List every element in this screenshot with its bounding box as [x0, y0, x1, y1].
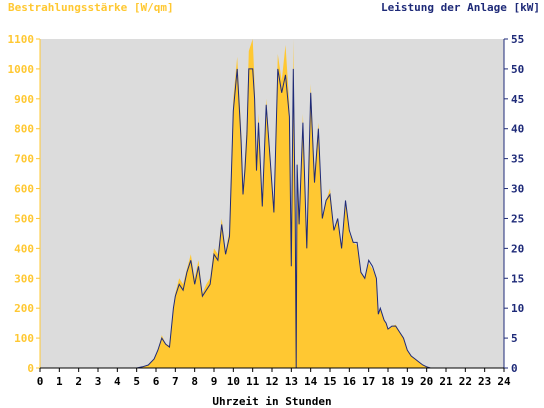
x-tick-label: 16: [343, 375, 357, 388]
x-tick-label: 11: [246, 375, 260, 388]
right-tick-label: 15: [511, 272, 524, 285]
right-axis-title: Leistung der Anlage [kW]: [381, 1, 540, 14]
x-tick-label: 3: [95, 375, 102, 388]
x-tick-label: 23: [478, 375, 491, 388]
left-tick-label: 700: [14, 153, 34, 166]
x-tick-label: 2: [75, 375, 82, 388]
right-tick-label: 45: [511, 93, 524, 106]
left-tick-label: 600: [14, 183, 34, 196]
x-tick-label: 21: [439, 375, 453, 388]
left-tick-label: 1100: [8, 33, 35, 46]
x-tick-label: 8: [191, 375, 198, 388]
left-tick-label: 900: [14, 93, 34, 106]
right-tick-label: 35: [511, 153, 524, 166]
x-tick-label: 9: [211, 375, 218, 388]
left-tick-label: 300: [14, 272, 34, 285]
x-tick-label: 19: [401, 375, 414, 388]
x-tick-label: 18: [381, 375, 394, 388]
right-tick-label: 20: [511, 242, 524, 255]
x-tick-label: 22: [459, 375, 472, 388]
x-tick-label: 20: [420, 375, 433, 388]
x-tick-label: 1: [56, 375, 63, 388]
x-tick-label: 13: [285, 375, 298, 388]
right-tick-label: 55: [511, 33, 524, 46]
irradiance-area: [40, 39, 504, 368]
left-axis-title: Bestrahlungsstärke [W/qm]: [8, 1, 174, 14]
x-tick-label: 17: [362, 375, 375, 388]
power-line: [40, 68, 504, 369]
x-tick-label: 14: [304, 375, 318, 388]
x-tick-label: 0: [37, 375, 44, 388]
x-tick-label: 24: [497, 375, 511, 388]
right-tick-label: 30: [511, 183, 524, 196]
x-tick-label: 10: [227, 375, 240, 388]
right-tick-label: 10: [511, 302, 524, 315]
right-tick-label: 50: [511, 63, 524, 76]
right-tick-label: 40: [511, 123, 524, 136]
x-tick-label: 5: [133, 375, 140, 388]
x-tick-label: 6: [153, 375, 160, 388]
x-tick-label: 12: [265, 375, 278, 388]
left-tick-label: 200: [14, 302, 34, 315]
x-tick-label: 4: [114, 375, 121, 388]
x-tick-label: 7: [172, 375, 179, 388]
left-tick-label: 1000: [8, 63, 35, 76]
left-tick-label: 400: [14, 242, 34, 255]
left-tick-label: 100: [14, 332, 34, 345]
right-tick-label: 0: [511, 362, 518, 375]
left-tick-label: 800: [14, 123, 34, 136]
x-tick-label: 15: [323, 375, 336, 388]
left-tick-label: 0: [27, 362, 34, 375]
left-tick-label: 500: [14, 212, 34, 225]
x-axis-title: Uhrzeit in Stunden: [212, 395, 332, 408]
right-tick-label: 5: [511, 332, 518, 345]
right-tick-label: 25: [511, 212, 524, 225]
